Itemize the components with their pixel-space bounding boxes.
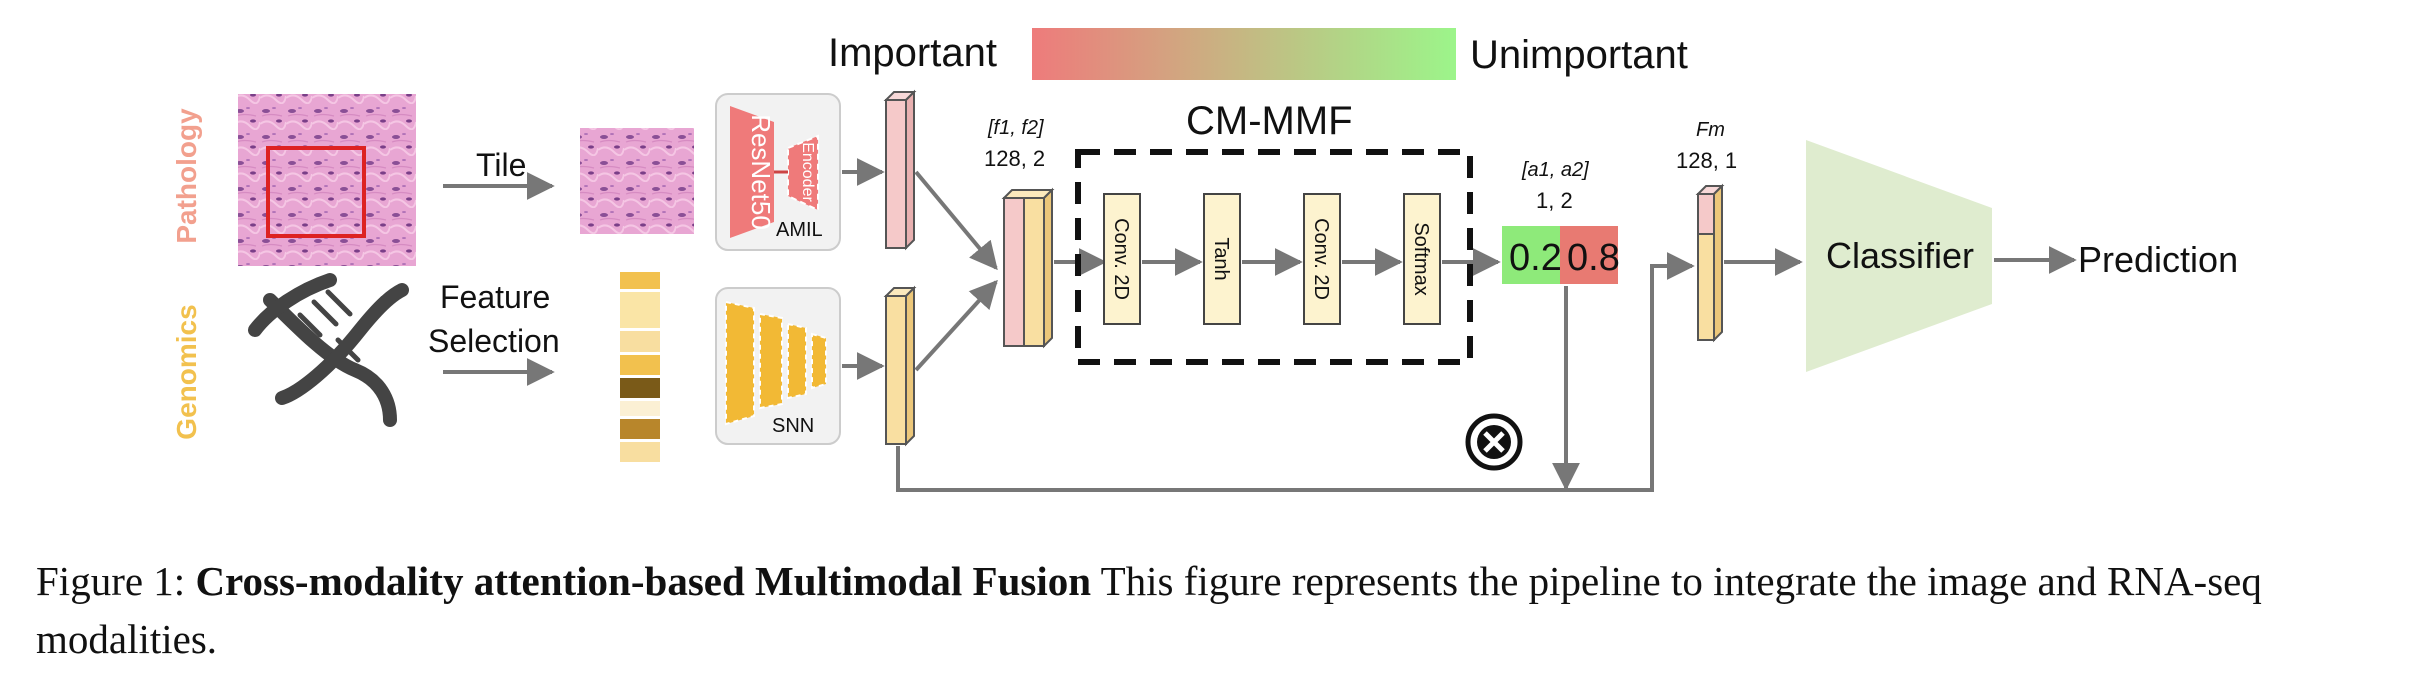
cm-mmf-block-softmax: Softmax bbox=[1403, 193, 1441, 325]
cm-mmf-block-conv2d-2: Conv. 2D bbox=[1303, 193, 1341, 325]
pathology-label: Pathology bbox=[171, 108, 202, 244]
skip-connection-line bbox=[896, 252, 1695, 492]
fused-dims: 128, 1 bbox=[1676, 148, 1737, 173]
amil-encoder-box bbox=[715, 93, 841, 251]
legend-unimportant-label: Unimportant bbox=[1470, 33, 1688, 77]
pathology-feature-vector bbox=[883, 89, 917, 251]
concat-dims: 128, 2 bbox=[984, 146, 1045, 171]
amil-label: AMIL bbox=[776, 219, 823, 241]
resnet50-label: ResNet50 bbox=[746, 114, 776, 230]
tile-label: Tile bbox=[476, 147, 526, 183]
attention-dims: 1, 2 bbox=[1536, 188, 1573, 213]
attention-a2-value: 0.8 bbox=[1567, 237, 1620, 279]
feature-selection-label-line1: Feature bbox=[440, 279, 550, 315]
cm-mmf-block-tanh: Tanh bbox=[1203, 193, 1241, 325]
concat-feature-block bbox=[1001, 187, 1055, 349]
fused-label: Fm bbox=[1696, 119, 1725, 141]
feature-selection-label-line2: Selection bbox=[428, 323, 560, 359]
pathology-slide-image bbox=[238, 94, 416, 266]
concat-label: [f1, f2] bbox=[987, 117, 1044, 139]
fused-feature-vector bbox=[1695, 183, 1725, 343]
tile-patch-image bbox=[580, 128, 694, 234]
encoder-label: Encoder bbox=[799, 142, 816, 202]
dna-icon bbox=[248, 273, 409, 427]
caption-prefix: Figure 1: bbox=[36, 558, 196, 604]
gene-feature-column bbox=[620, 272, 660, 462]
prediction-label: Prediction bbox=[2078, 239, 2238, 280]
caption-bold-title: Cross-modality attention-based Multimoda… bbox=[195, 558, 1092, 604]
attention-a2-cell bbox=[1560, 226, 1618, 284]
svg-text:Tanh: Tanh bbox=[1210, 237, 1232, 280]
legend-important-label: Important bbox=[828, 31, 997, 75]
attention-label: [a1, a2] bbox=[1521, 159, 1589, 181]
svg-text:Softmax: Softmax bbox=[1410, 222, 1432, 295]
attention-a1-value: 0.2 bbox=[1509, 237, 1562, 279]
importance-gradient-bar bbox=[1032, 28, 1456, 80]
genomics-label: Genomics bbox=[171, 304, 202, 439]
classifier-label: Classifier bbox=[1826, 235, 1974, 276]
cm-mmf-block-conv2d-1: Conv. 2D bbox=[1103, 193, 1141, 325]
f1-to-concat-arrow bbox=[914, 170, 998, 271]
snn-encoder-box bbox=[715, 287, 841, 445]
cm-mmf-module bbox=[1075, 149, 1473, 365]
f2-to-concat-arrow bbox=[914, 279, 998, 372]
multiply-circle-icon bbox=[1465, 413, 1523, 471]
attention-a1-cell bbox=[1502, 226, 1560, 284]
svg-text:Conv. 2D: Conv. 2D bbox=[1310, 218, 1332, 300]
caption-text: This figure represents the pipeline to i… bbox=[36, 558, 2262, 662]
classifier-block bbox=[1806, 140, 1992, 372]
genomics-feature-vector bbox=[883, 285, 917, 447]
figure-caption: Figure 1: Cross-modality attention-based… bbox=[36, 552, 2396, 668]
svg-text:Conv. 2D: Conv. 2D bbox=[1110, 218, 1132, 300]
cm-mmf-title: CM-MMF bbox=[1186, 99, 1353, 143]
snn-label: SNN bbox=[772, 415, 814, 437]
